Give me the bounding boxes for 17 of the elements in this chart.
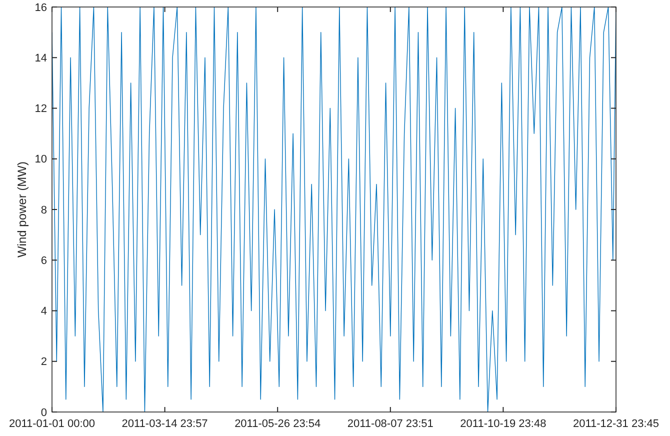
x-tick-label: 2011-01-01 00:00 <box>8 418 96 430</box>
x-tick-label: 2011-08-07 23:51 <box>347 418 434 430</box>
y-tick-label: 12 <box>34 103 47 116</box>
x-tick-label: 2011-03-14 23:57 <box>122 418 208 430</box>
y-tick-label: 10 <box>34 154 47 166</box>
x-tick-label: 2011-12-31 23:45 <box>572 418 660 430</box>
x-tick-label: 2011-05-26 23:54 <box>234 418 321 430</box>
y-tick-label: 8 <box>40 204 47 216</box>
line-series <box>52 7 616 412</box>
y-axis-title: Wind power (MW) <box>15 161 29 258</box>
y-tick-label: 14 <box>34 52 47 64</box>
y-tick-label: 16 <box>34 2 47 14</box>
y-tick-label: 2 <box>40 356 47 368</box>
x-tick-label: 2011-10-19 23:48 <box>460 418 546 430</box>
y-tick-label: 4 <box>40 306 47 318</box>
y-tick-label: 6 <box>40 254 47 267</box>
y-tick-label: 0 <box>40 406 47 419</box>
